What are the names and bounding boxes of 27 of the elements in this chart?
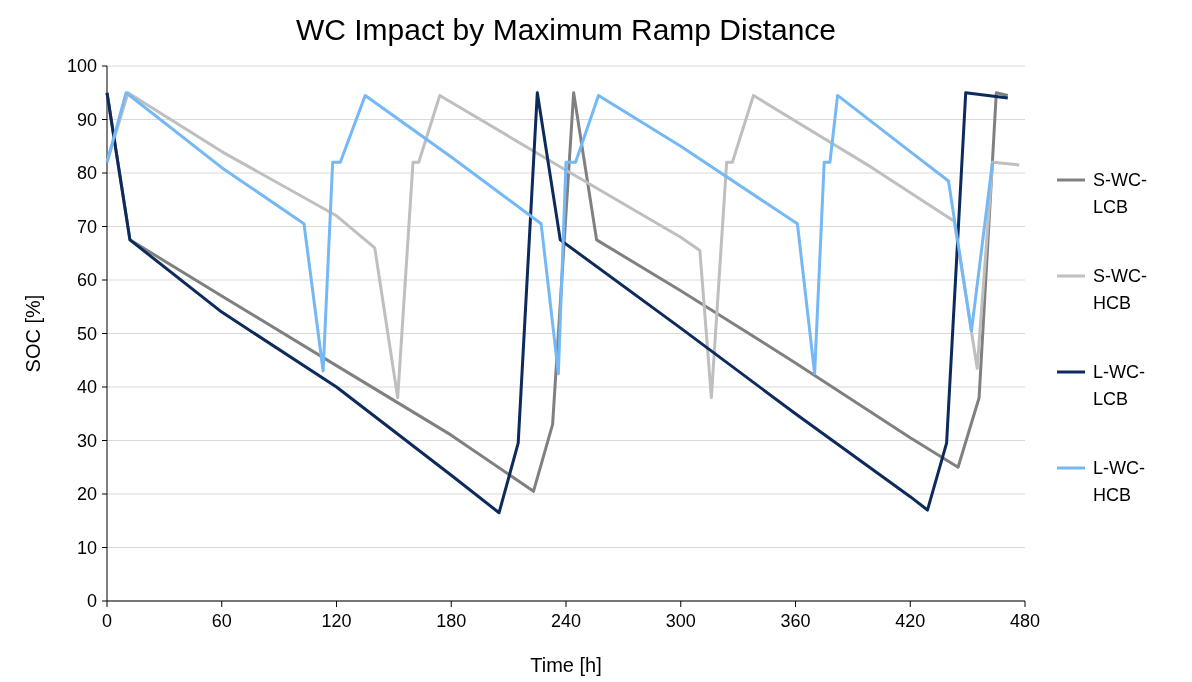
y-tick-label: 60 [76,270,97,291]
legend-label: S-WC-LCB [1093,170,1147,217]
y-tick-label: 100 [66,56,97,77]
y-axis-title: SOC [%] [22,294,44,373]
y-tick-label: 20 [76,484,97,505]
y-tick-label: 0 [86,591,97,612]
y-tick-label: 50 [76,323,97,344]
x-tick-label: 0 [101,611,113,631]
x-tick-label: 480 [1009,611,1041,631]
y-tick-label: 10 [76,537,97,558]
x-axis-title: Time [h] [530,654,602,676]
y-tick-label: 70 [76,216,97,237]
x-tick-label: 180 [436,611,467,631]
y-tick-label: 80 [76,163,97,184]
y-tick-label: 90 [76,109,97,130]
y-tick-label: 40 [76,377,97,398]
legend-label: S-WC-HCB [1093,266,1147,313]
x-tick-label: 240 [550,611,582,631]
x-tick-label: 360 [780,611,811,631]
x-tick-label: 420 [895,611,926,631]
chart-title: WC Impact by Maximum Ramp Distance [295,13,837,46]
x-tick-label: 120 [321,611,352,631]
x-tick-label: 60 [211,611,232,631]
legend-label: L-WC-HCB [1093,458,1145,505]
y-tick-label: 30 [76,430,97,451]
x-tick-label: 300 [665,611,696,631]
legend-label: L-WC-LCB [1093,362,1145,409]
